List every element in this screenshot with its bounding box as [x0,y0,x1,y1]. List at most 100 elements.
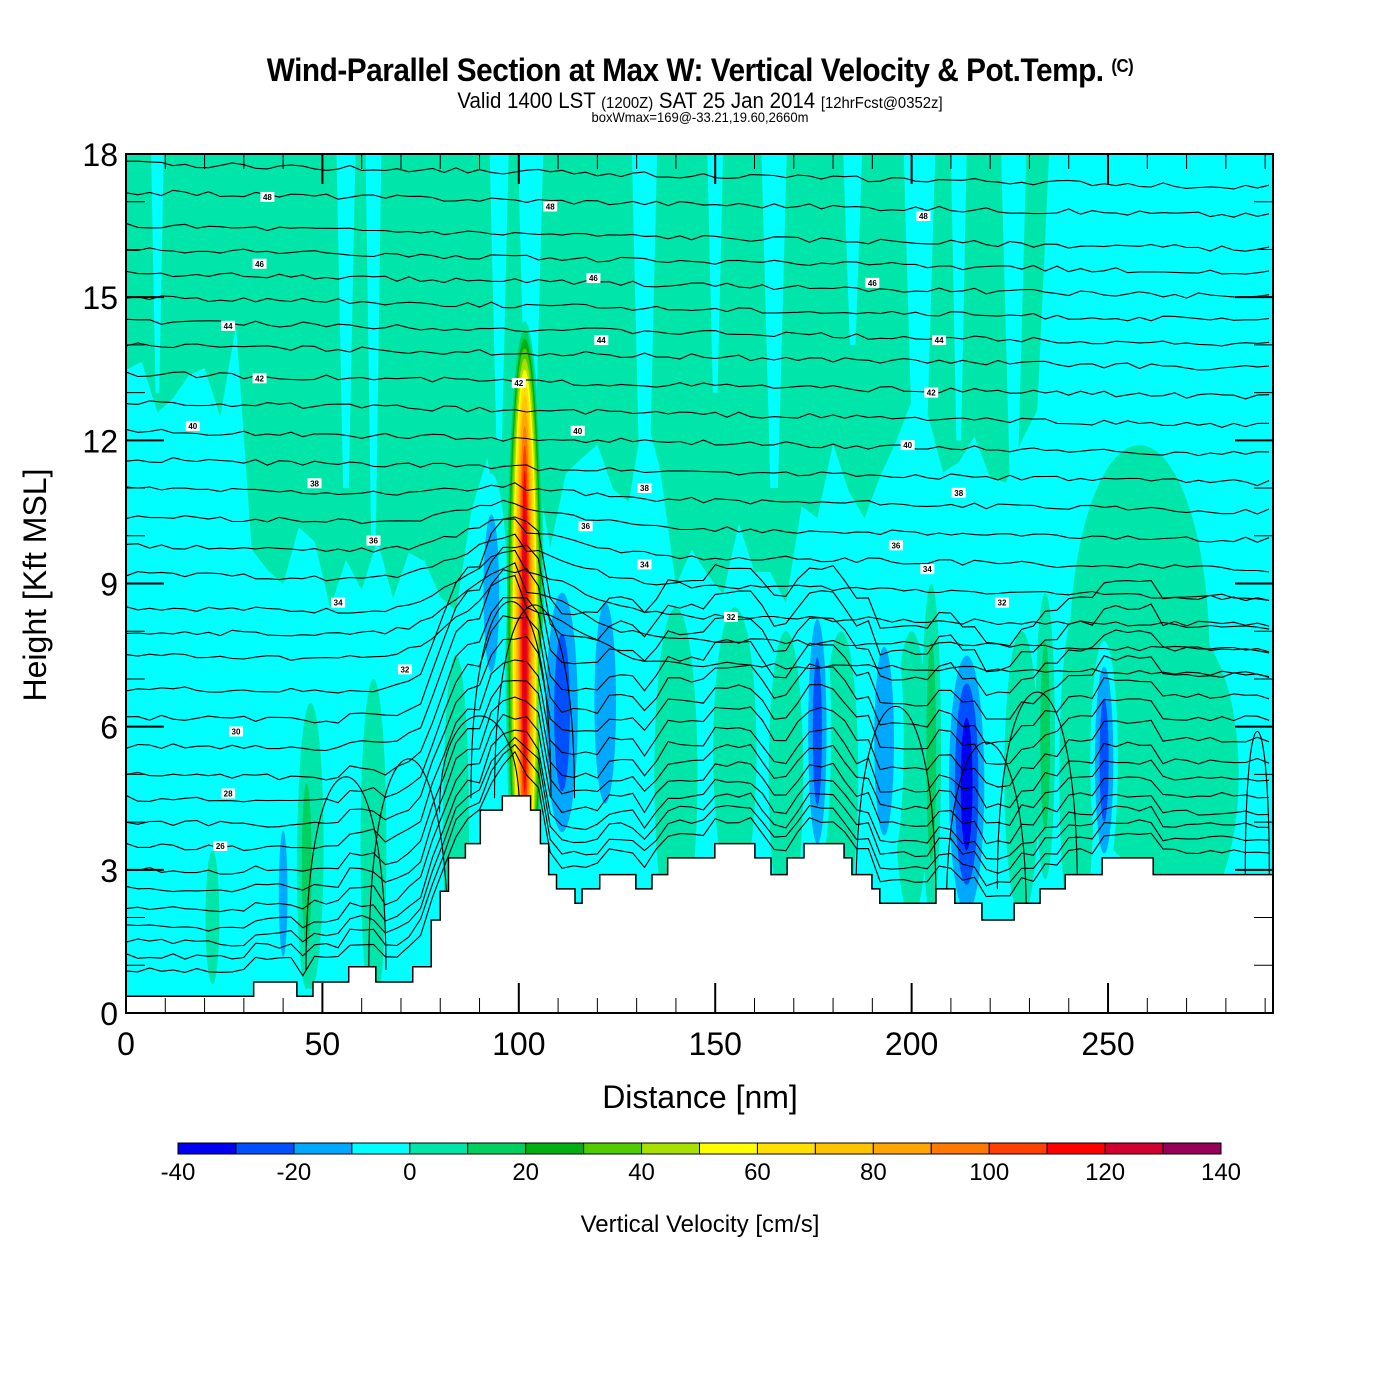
contour-label-text: 34 [640,560,649,569]
colorbar-swatch [235,1142,295,1155]
updraft-lobe [1059,607,1094,942]
green-patch-right-low [1118,624,1239,925]
pot-temp-contours [126,160,1270,977]
contour-label-bg [252,373,267,384]
contour-label: 32 [723,611,738,622]
cyan-streak [489,154,509,441]
contour-label-text: 40 [573,427,582,436]
contour-label-text: 32 [726,613,735,622]
colorbar-swatch [467,1142,527,1155]
contour-label-text: 34 [923,565,932,574]
x-tick-label: 150 [689,1026,742,1062]
pot-temp-contour [126,729,1270,932]
closed-contour [305,776,387,971]
cyan-streak [761,154,787,489]
cyan-streak [903,154,936,536]
w-level [960,717,973,851]
y-tick-label: 15 [82,280,118,316]
colorbar-tick-label: 100 [969,1159,1009,1186]
pot-temp-contour [126,680,1270,875]
pot-temp-contour [126,482,1270,515]
contour-label: 46 [586,273,601,284]
pot-temp-contour [126,247,1270,275]
y-tick-label: 6 [100,710,118,746]
terrain-profile [125,795,1274,1014]
contour-label: 34 [920,564,935,575]
w-level [926,640,937,861]
colorbar-swatch [641,1142,700,1155]
utc-time: (1200Z) [601,95,654,112]
w-level [523,504,527,758]
contour-label-text: 44 [224,322,233,331]
cyan-streak [950,154,967,441]
contour-label-bg [260,191,275,202]
pot-temp-contour [126,574,1270,678]
updraft-lobe [360,679,387,1013]
pot-temp-contour [126,160,1270,190]
copyright-mark: (C) [1111,56,1134,76]
contour-label-text: 42 [927,389,936,398]
contour-label-text: 34 [334,599,343,608]
pot-temp-contour [126,222,1270,252]
contour-label-bg [221,788,236,799]
colorbar-swatch [930,1142,990,1155]
contour-label-text: 42 [255,374,264,383]
contour-label-text: 38 [954,489,963,498]
colorbar-tick-label: 0 [403,1159,416,1186]
closed-contour [996,691,1078,889]
contour-labels: 48 46 44 42 40 38 36 34 32 30 28 26 48 46 44 42 40 38 36 34… [185,191,1009,851]
cyan-streak [365,154,382,536]
pot-temp-contour [126,597,1270,781]
colorbar-swatch [525,1142,585,1155]
contour-label-bg [637,559,652,570]
chart-subtitle-2: boxWmax=169@-33.21,19.60,2660m [591,109,809,125]
x-tick-label: 100 [492,1026,545,1062]
valid-time: Valid 1400 LST [457,88,596,113]
w-level [594,602,617,804]
cyan-streak [843,154,863,345]
contour-label-bg [228,726,243,737]
colorbar-tick-label: -40 [161,1159,196,1186]
contour-label-bg [397,664,412,675]
contour-label-text: 46 [868,279,877,288]
upper-band-region [126,154,1050,612]
contour-label-text: 48 [919,212,928,221]
contour-label-bg [723,611,738,622]
w-level [1040,641,1051,831]
colorbar-swatch [177,1142,237,1155]
colorbar-tick-label: -20 [277,1159,312,1186]
colorbar-tick-label: 80 [860,1159,887,1186]
contour-label-text: 32 [998,599,1007,608]
pot-temp-contour [126,562,1270,654]
contour-label: 42 [252,373,267,384]
pot-temp-contour [126,549,1270,630]
closed-contour [1244,731,1270,875]
pot-temp-contour [126,636,1270,828]
cyan-streak [707,154,724,393]
colorbar-swatch [351,1142,411,1155]
x-tick-label: 250 [1081,1026,1134,1062]
cyan-streak [518,154,544,489]
colorbar-swatch [409,1142,469,1155]
contour-label-bg [916,211,931,222]
pot-temp-contour [126,518,1270,573]
w-level [483,514,500,672]
contour-label-bg [920,564,935,575]
closed-contour [438,715,521,813]
y-tick-label: 18 [82,137,118,173]
chart-title-text: Wind-Parallel Section at Max W: Vertical… [266,52,1104,88]
contour-label: 44 [932,335,947,346]
chart-subtitle: Valid 1400 LST (1200Z) SAT 25 Jan 2014 [… [49,88,1351,114]
contour-label-bg [637,483,652,494]
contour-label: 34 [331,597,346,608]
contour-label-text: 38 [640,484,649,493]
w-feature-downdraft-175 [803,588,832,875]
contour-label-text: 40 [188,422,197,431]
contour-label: 44 [594,335,609,346]
contour-label-text: 44 [597,336,606,345]
pot-temp-contour [126,270,1270,299]
pot-temp-contour [126,371,1270,400]
contour-label-bg [213,840,228,851]
